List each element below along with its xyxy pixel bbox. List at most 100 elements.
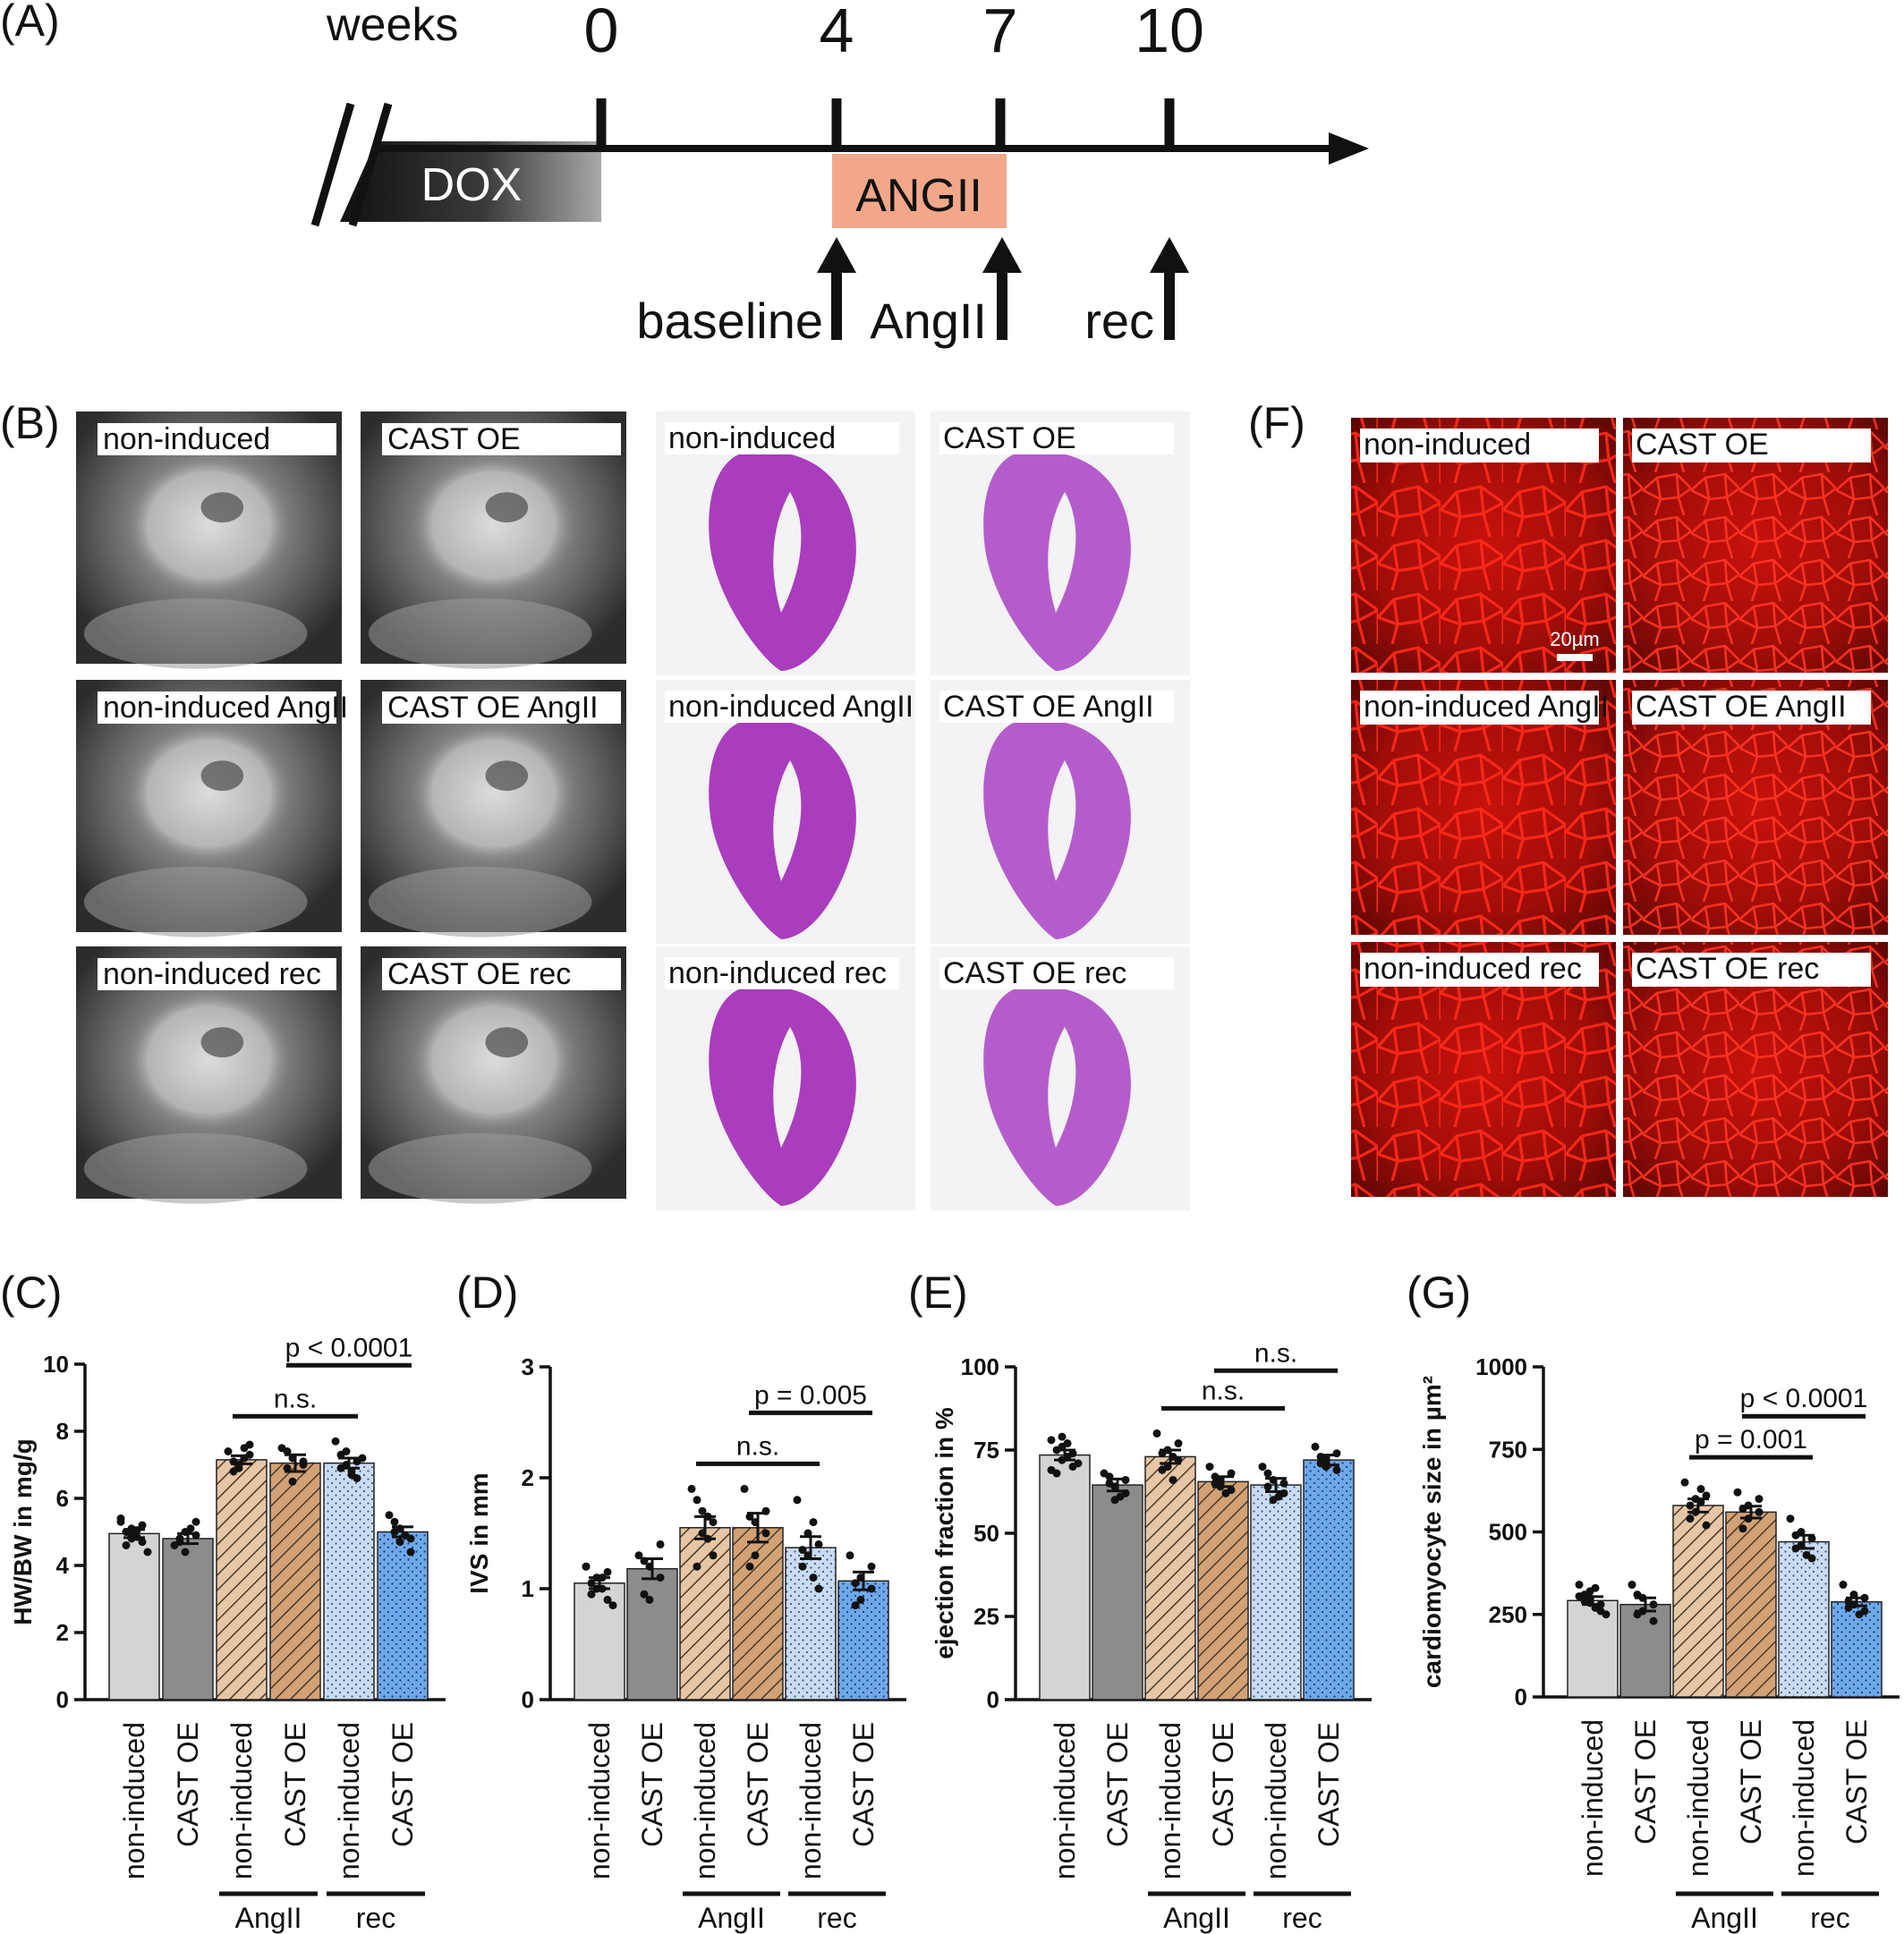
data-point <box>1755 1507 1764 1516</box>
panel-label-g: (G) <box>1407 1268 1471 1318</box>
data-point <box>645 1595 654 1604</box>
x-category-label: non-induced <box>583 1722 616 1879</box>
data-point <box>1047 1436 1056 1445</box>
group-label: AngII <box>235 1902 302 1934</box>
data-point <box>856 1595 865 1604</box>
data-point <box>709 1551 718 1560</box>
data-point <box>793 1496 802 1505</box>
significance-label: p < 0.0001 <box>285 1333 413 1362</box>
y-axis-label: IVS in mm <box>465 1472 493 1593</box>
y-tick-label: 750 <box>1489 1436 1527 1463</box>
data-point <box>1696 1485 1705 1494</box>
image-label-box <box>1632 428 1871 462</box>
timeline-tick-label-7: 7 <box>983 0 1018 65</box>
dox-label: DOX <box>421 159 523 211</box>
group-label: rec <box>1810 1902 1849 1934</box>
scale-bar <box>1557 654 1593 661</box>
fluorescence-image-tile: CAST OE <box>1623 418 1888 673</box>
mri-image-label: CAST OE rec <box>387 957 571 991</box>
x-category-label: non-induced <box>225 1722 258 1879</box>
x-category-label: non-induced <box>1049 1722 1081 1879</box>
y-tick-label: 6 <box>56 1485 69 1512</box>
x-category-label: CAST OE <box>1629 1719 1662 1845</box>
x-category-label: CAST OE <box>742 1722 774 1847</box>
data-point <box>1105 1479 1114 1488</box>
significance-label: p < 0.0001 <box>1740 1384 1868 1413</box>
panel-a-timeline: (A) weeks 0 4 7 10 DOX ANGII <box>0 0 1369 349</box>
data-point <box>587 1579 596 1588</box>
scale-bar-label: 20µm <box>1550 628 1599 650</box>
bar <box>108 1532 160 1701</box>
data-point <box>1575 1581 1584 1590</box>
data-point <box>1733 1488 1742 1497</box>
data-point <box>186 1524 195 1533</box>
data-point <box>138 1538 147 1547</box>
data-point <box>687 1484 696 1493</box>
histology-image-tile: non-induced rec <box>656 946 915 1210</box>
histology-image-label: CAST OE rec <box>943 956 1126 990</box>
bar <box>269 1462 321 1701</box>
x-category-label: CAST OE <box>1101 1722 1134 1847</box>
timeline-weeks-label: weeks <box>326 0 458 51</box>
x-category-label: non-induced <box>333 1722 365 1879</box>
panel-f: (F) non-induced 20µm CAST OE non-induced An… <box>1248 398 1888 1197</box>
timeline-break-mark <box>310 102 355 227</box>
significance-label: n.s. <box>736 1431 779 1461</box>
histology-image-tile: non-induced <box>656 411 915 675</box>
histology-image-tile: non-induced AngII <box>656 680 915 944</box>
fluorescence-image-label: non-induced rec <box>1364 952 1582 986</box>
data-point <box>1169 1475 1177 1484</box>
image-label-box <box>939 957 1174 989</box>
bar <box>574 1582 625 1701</box>
bar <box>1039 1454 1091 1701</box>
mri-image-tile: non-induced rec <box>76 946 342 1204</box>
data-point <box>814 1540 823 1548</box>
group-label: rec <box>356 1902 395 1934</box>
mri-image-tile: CAST OE rec <box>361 946 626 1204</box>
bar <box>377 1531 429 1701</box>
mri-image-label: non-induced <box>103 422 270 456</box>
data-point <box>846 1551 854 1560</box>
data-point <box>603 1595 612 1604</box>
data-point <box>608 1601 617 1610</box>
data-point <box>1279 1479 1288 1488</box>
baseline-arrow <box>817 237 856 340</box>
fluorescence-image-tile: non-induced 20µm <box>1351 418 1616 673</box>
data-point <box>587 1590 596 1599</box>
timeline-tick-label-4: 4 <box>820 0 854 65</box>
data-point <box>1738 1524 1747 1533</box>
panel-label-a: (A) <box>0 0 60 46</box>
data-point <box>798 1562 807 1571</box>
x-category-label: CAST OE <box>636 1722 668 1847</box>
histology-image-tile: CAST OE AngII <box>931 680 1190 944</box>
data-point <box>224 1447 233 1455</box>
mri-image-label: non-induced AngII <box>103 691 348 725</box>
data-point <box>1602 1610 1611 1619</box>
significance-label: n.s. <box>1202 1376 1245 1405</box>
angii-arrow <box>982 237 1022 340</box>
group-label: AngII <box>1163 1902 1230 1934</box>
x-category-label: non-induced <box>1682 1719 1714 1877</box>
data-point <box>395 1538 404 1547</box>
histology-image-label: non-induced AngII <box>668 690 914 724</box>
data-point <box>1686 1514 1695 1523</box>
y-tick-label: 1 <box>522 1575 534 1602</box>
fluorescence-image-label: CAST OE <box>1636 428 1769 462</box>
y-tick-label: 3 <box>522 1353 534 1380</box>
image-label-box <box>1632 691 1871 725</box>
y-axis-label: HW/BW in mg/g <box>9 1438 37 1624</box>
y-tick-label: 2 <box>522 1464 534 1491</box>
fluorescence-image-label: non-induced <box>1364 428 1531 462</box>
data-point <box>1649 1616 1658 1625</box>
bar <box>323 1462 375 1701</box>
data-point <box>385 1511 394 1520</box>
image-label-box <box>939 691 1174 723</box>
data-point <box>1074 1459 1083 1468</box>
data-point <box>1839 1581 1848 1590</box>
data-point <box>347 1471 356 1480</box>
y-tick-label: 0 <box>56 1686 69 1713</box>
data-point <box>867 1562 876 1571</box>
